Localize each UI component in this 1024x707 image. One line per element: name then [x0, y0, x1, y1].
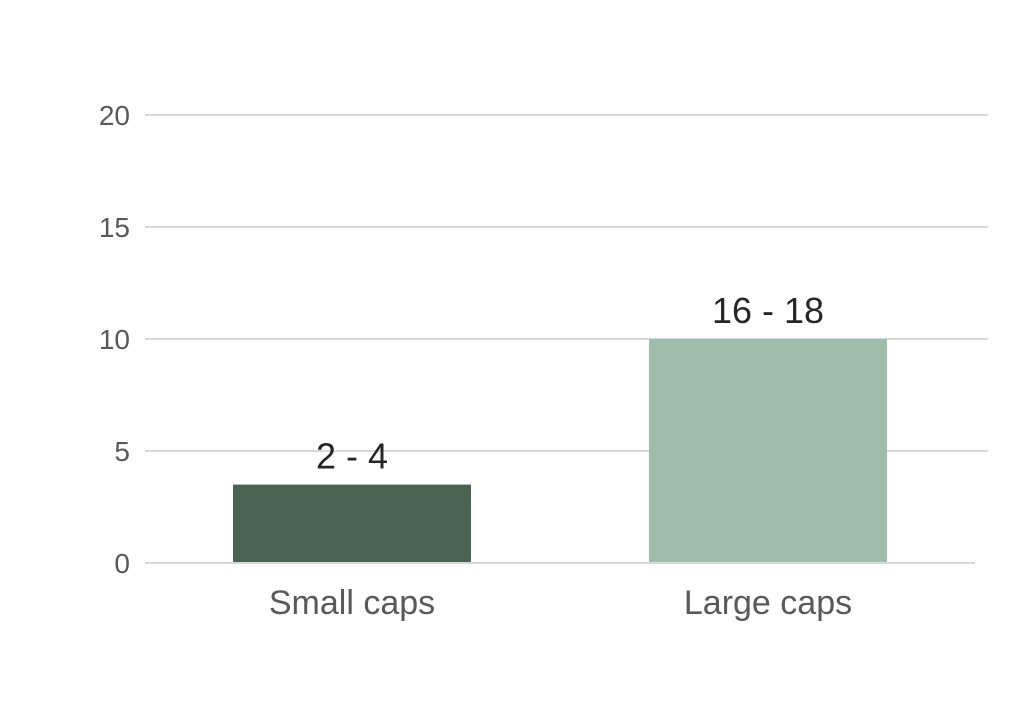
y-tick-label: 0 [114, 548, 130, 579]
x-axis-labels: Small caps Large caps [269, 584, 852, 622]
bars [233, 339, 887, 563]
y-tick-label: 5 [114, 436, 130, 467]
bar-small-caps [233, 484, 471, 563]
y-tick-label: 20 [99, 100, 130, 131]
data-labels: 2 - 4 16 - 18 [316, 290, 824, 477]
x-category-label: Small caps [269, 584, 435, 622]
y-tick-label: 15 [99, 212, 130, 243]
bar-large-caps [649, 339, 887, 563]
y-tick-label: 10 [99, 324, 130, 355]
data-label: 2 - 4 [316, 436, 388, 477]
x-category-label: Large caps [684, 584, 852, 622]
y-axis-ticks: 0 5 10 15 20 [99, 100, 130, 579]
data-label: 16 - 18 [712, 290, 824, 331]
